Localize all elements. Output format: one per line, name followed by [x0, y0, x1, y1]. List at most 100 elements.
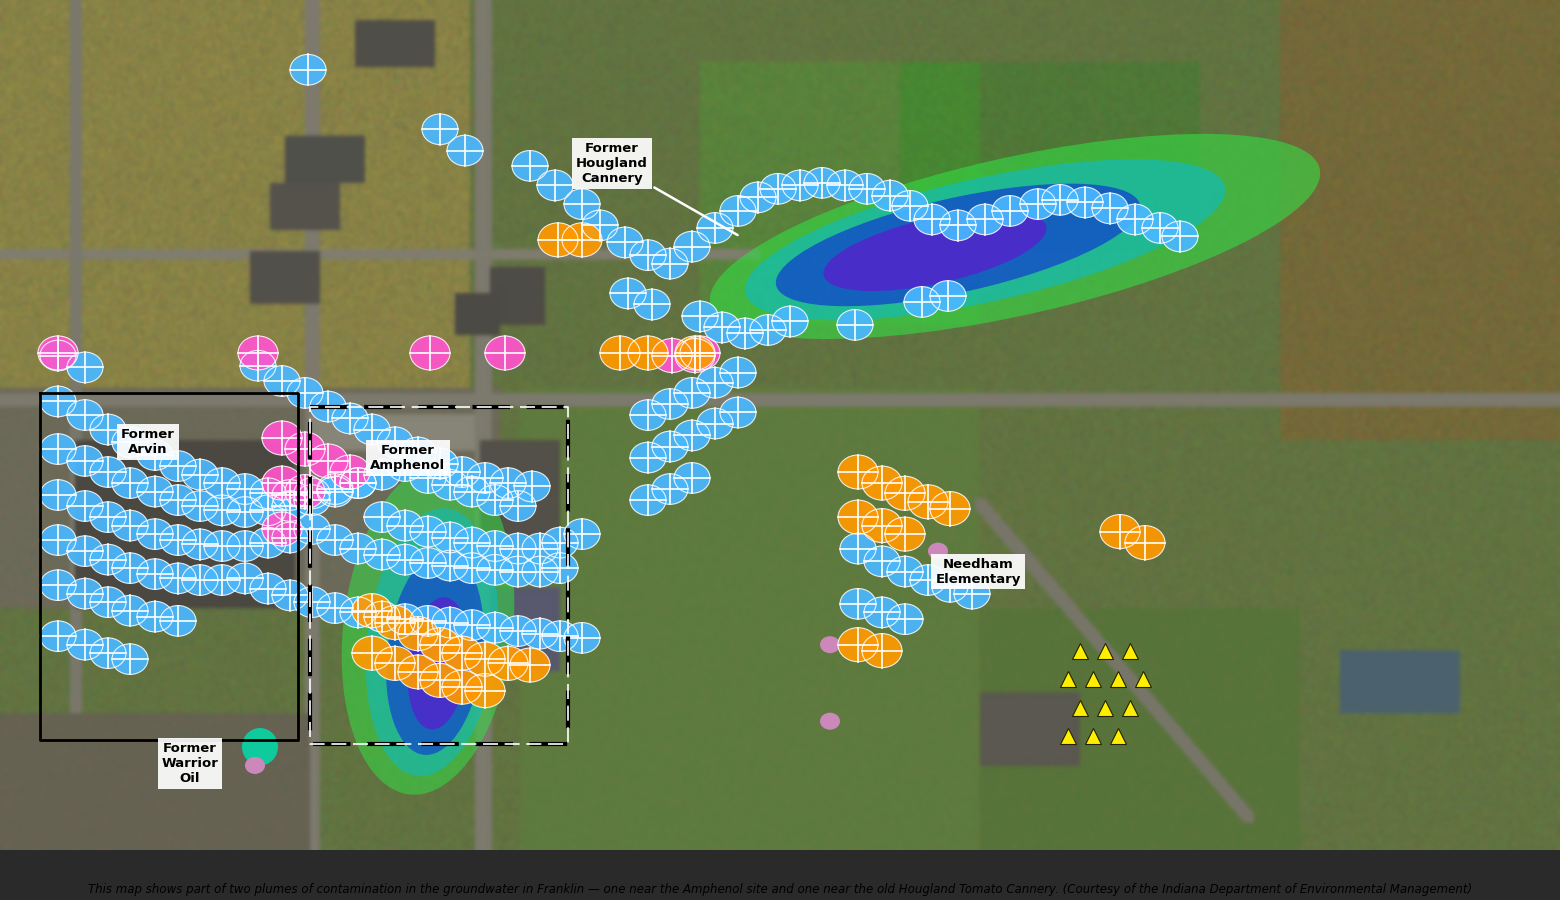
Circle shape: [512, 150, 548, 181]
Circle shape: [931, 572, 969, 602]
Circle shape: [410, 336, 449, 370]
Circle shape: [477, 485, 513, 516]
Circle shape: [454, 553, 490, 583]
Circle shape: [67, 446, 103, 476]
Circle shape: [287, 378, 323, 409]
Circle shape: [675, 336, 714, 370]
Circle shape: [332, 403, 368, 434]
Circle shape: [204, 531, 240, 562]
Text: Needham
Elementary: Needham Elementary: [936, 557, 1020, 586]
Circle shape: [340, 534, 376, 564]
Circle shape: [290, 54, 326, 86]
Circle shape: [137, 559, 173, 590]
Circle shape: [565, 189, 601, 220]
Circle shape: [41, 570, 76, 600]
Circle shape: [908, 485, 948, 518]
Circle shape: [448, 135, 484, 166]
Circle shape: [441, 670, 482, 704]
Circle shape: [1020, 189, 1056, 220]
Circle shape: [262, 512, 303, 546]
Circle shape: [629, 336, 668, 370]
Text: Former
Amphenol: Former Amphenol: [370, 444, 446, 472]
Circle shape: [271, 480, 307, 510]
Circle shape: [363, 502, 399, 533]
Circle shape: [374, 646, 415, 680]
Circle shape: [523, 618, 558, 649]
Ellipse shape: [385, 552, 484, 755]
Circle shape: [652, 248, 688, 279]
Circle shape: [892, 191, 928, 221]
Circle shape: [885, 476, 925, 510]
Circle shape: [565, 623, 601, 653]
Circle shape: [271, 491, 307, 521]
Circle shape: [485, 336, 526, 370]
Circle shape: [90, 587, 126, 617]
Circle shape: [1067, 187, 1103, 218]
Circle shape: [250, 573, 285, 604]
Circle shape: [410, 463, 446, 493]
Circle shape: [112, 644, 148, 674]
Circle shape: [1125, 526, 1165, 560]
Circle shape: [41, 621, 76, 652]
Circle shape: [250, 495, 285, 526]
Circle shape: [674, 463, 710, 493]
Ellipse shape: [242, 728, 278, 765]
Circle shape: [387, 451, 423, 482]
Ellipse shape: [365, 508, 498, 776]
Circle shape: [501, 534, 537, 564]
Circle shape: [541, 553, 579, 583]
Circle shape: [465, 642, 505, 676]
Circle shape: [721, 195, 757, 226]
Circle shape: [501, 491, 537, 521]
Circle shape: [610, 278, 646, 309]
Circle shape: [293, 514, 331, 544]
Circle shape: [750, 315, 786, 346]
Circle shape: [137, 601, 173, 632]
Circle shape: [727, 318, 763, 348]
Circle shape: [271, 580, 307, 611]
Circle shape: [340, 597, 376, 627]
Circle shape: [465, 673, 505, 707]
Circle shape: [285, 432, 324, 466]
Circle shape: [90, 544, 126, 575]
Circle shape: [839, 534, 877, 564]
Circle shape: [228, 531, 264, 562]
Circle shape: [501, 556, 537, 587]
Circle shape: [955, 579, 991, 609]
Circle shape: [838, 627, 878, 662]
Circle shape: [1092, 194, 1128, 224]
Circle shape: [240, 350, 276, 381]
Circle shape: [112, 427, 148, 457]
Circle shape: [340, 468, 376, 499]
Circle shape: [675, 338, 714, 373]
Circle shape: [454, 527, 490, 558]
Circle shape: [204, 564, 240, 596]
Circle shape: [262, 421, 303, 455]
Text: Former
Arvin: Former Arvin: [122, 428, 175, 456]
Circle shape: [41, 525, 76, 555]
Circle shape: [410, 517, 446, 547]
Circle shape: [410, 548, 446, 579]
Circle shape: [803, 167, 839, 198]
Circle shape: [477, 612, 513, 643]
Circle shape: [204, 468, 240, 499]
Circle shape: [821, 713, 839, 730]
Circle shape: [697, 212, 733, 243]
Ellipse shape: [824, 211, 1047, 291]
Circle shape: [374, 606, 415, 640]
Circle shape: [652, 338, 693, 373]
Circle shape: [432, 550, 468, 580]
Circle shape: [562, 223, 602, 256]
Circle shape: [466, 463, 502, 493]
Circle shape: [441, 636, 482, 670]
Circle shape: [1100, 515, 1140, 549]
Ellipse shape: [744, 159, 1225, 320]
Ellipse shape: [710, 134, 1320, 339]
Circle shape: [112, 596, 148, 626]
Circle shape: [161, 606, 197, 636]
Circle shape: [353, 636, 392, 670]
Circle shape: [630, 400, 666, 430]
Circle shape: [1142, 212, 1178, 243]
Circle shape: [838, 500, 878, 534]
Circle shape: [630, 442, 666, 472]
